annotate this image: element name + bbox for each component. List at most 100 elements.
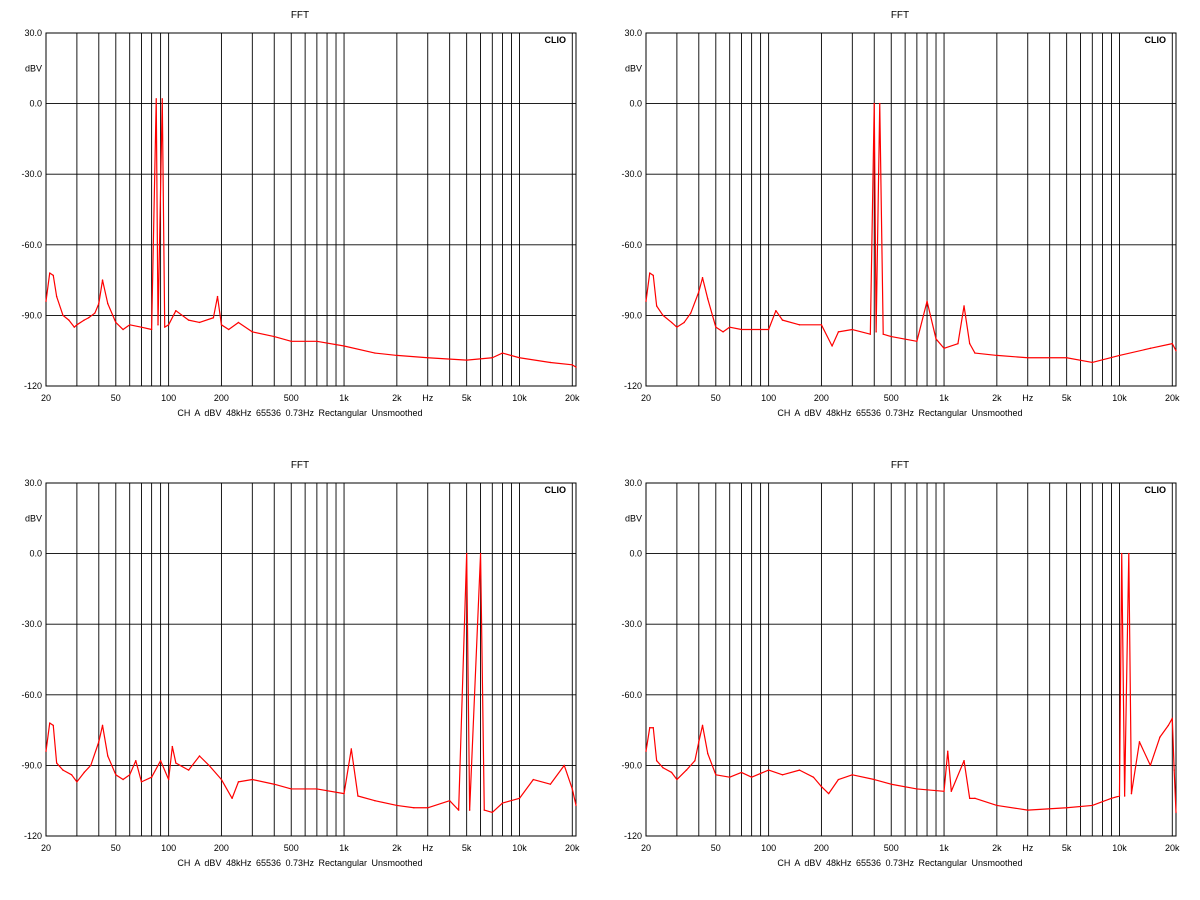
fft-data-point — [750, 328, 753, 331]
y-tick-label: -60.0 — [621, 240, 642, 250]
fft-data-point — [220, 778, 223, 781]
fft-data-point — [1027, 357, 1029, 359]
fft-data-point — [1118, 795, 1121, 797]
fft-data-point — [231, 797, 233, 800]
x-tick-label: 2k — [392, 393, 402, 403]
fft-data-point — [652, 727, 654, 729]
fft-data-point — [76, 324, 78, 326]
x-tick-label: 200 — [214, 843, 229, 853]
fft-data-point — [767, 328, 770, 331]
fft-data-point — [49, 722, 51, 724]
fft-data-point — [518, 797, 521, 800]
fft-data-point — [448, 800, 451, 802]
fft-data-point — [926, 300, 928, 302]
fft-data-point — [216, 295, 219, 298]
fft-data-point — [532, 778, 535, 781]
x-tick-label: 200 — [814, 843, 829, 853]
fft-data-point — [1121, 552, 1123, 555]
clio-brand-label: CLIO — [545, 35, 567, 45]
y-axis-label: dBV — [25, 63, 42, 73]
fft-data-point — [107, 302, 109, 305]
fft-data-point — [73, 326, 76, 328]
fft-data-point — [396, 804, 398, 807]
chart-title: FFT — [290, 460, 310, 471]
y-axis-label: dBV — [25, 513, 42, 523]
fft-data-point — [1159, 736, 1161, 738]
fft-chart-svg: 30.0 0.0 -30.0 -60.0 -90.0 -120 dBV 20 50 100 200 5… — [621, 478, 1180, 853]
fft-data-point — [1123, 795, 1126, 797]
y-tick-label: 0.0 — [29, 99, 42, 109]
x-tick-label: 1k — [939, 393, 949, 403]
fft-data-point — [1091, 804, 1093, 807]
fft-data-point — [707, 752, 709, 755]
fft-data-point — [729, 776, 731, 778]
fft-data-point — [316, 340, 318, 342]
fft-data-point — [273, 783, 275, 785]
fft-data-point — [729, 326, 731, 328]
fft-data-point — [882, 333, 884, 335]
x-tick-label: 500 — [884, 843, 899, 853]
fft-data-point — [290, 340, 292, 342]
fft-data-point — [101, 279, 104, 281]
fft-data-point — [501, 802, 504, 804]
fft-data-point — [115, 774, 117, 776]
fft-data-point — [220, 324, 223, 326]
x-tick-label: 500 — [284, 393, 299, 403]
fft-data-point — [343, 792, 345, 795]
x-axis-label: Hz — [1022, 843, 1033, 853]
fft-data-point — [94, 312, 96, 314]
x-tick-label: 5k — [1062, 393, 1072, 403]
fft-data-point — [645, 750, 647, 752]
fft-data-point — [715, 774, 717, 776]
x-tick-label: 20 — [41, 843, 51, 853]
x-tick-label: 10k — [1112, 393, 1127, 403]
fft-data-point — [457, 809, 460, 811]
fft-data-point — [740, 771, 743, 774]
fft-data-point — [781, 774, 784, 776]
fft-data-point — [837, 778, 840, 781]
y-tick-label: -120 — [624, 831, 642, 841]
x-tick-label: 2k — [392, 843, 402, 853]
fft-data-point — [167, 778, 170, 781]
y-tick-label: -30.0 — [21, 619, 42, 629]
fft-data-point — [175, 309, 177, 312]
x-tick-label: 50 — [711, 843, 721, 853]
y-tick-label: -60.0 — [621, 690, 642, 700]
y-tick-label: -120 — [624, 381, 642, 391]
fft-data-point — [167, 324, 170, 326]
fft-data-point — [49, 272, 51, 274]
y-tick-label: 30.0 — [624, 478, 642, 488]
fft-data-point — [90, 764, 92, 767]
fft-data-point — [208, 764, 210, 767]
plot-frame — [45, 32, 577, 387]
fft-data-point — [98, 741, 100, 743]
fft-data-point — [916, 788, 918, 790]
fft-data-point — [98, 302, 100, 305]
fft-data-point — [251, 331, 254, 333]
fft-data-point — [107, 755, 109, 757]
x-tick-label: 10k — [512, 843, 527, 853]
clio-brand-label: CLIO — [1145, 35, 1167, 45]
fft-data-point — [879, 102, 881, 105]
fft-data-point — [670, 771, 673, 774]
fft-data-point — [157, 324, 159, 326]
fft-data-point — [652, 274, 654, 277]
x-tick-label: 200 — [214, 393, 229, 403]
fft-data-point — [662, 314, 664, 317]
fft-data-point — [155, 98, 157, 100]
settings-footer: CH A dBV 48kHz 65536 0.73Hz Rectangular … — [177, 408, 423, 418]
fft-data-point — [767, 769, 770, 771]
fft-panel-top-left: FFT 30.0 0.0 -30.0 -60.0 -90.0 -120 dBV 20 50 100… — [0, 0, 600, 450]
fft-chart-svg: 30.0 0.0 -30.0 -60.0 -90.0 -120 dBV 20 50 100 200 5… — [21, 28, 580, 403]
fft-data-point — [1149, 764, 1152, 767]
y-tick-label: 0.0 — [29, 549, 42, 559]
fft-data-point — [357, 795, 359, 797]
x-tick-label: 50 — [111, 843, 121, 853]
fft-data-point — [1173, 769, 1175, 771]
fft-data-point — [996, 804, 998, 807]
fft-data-point — [350, 748, 353, 750]
fft-data-point — [1175, 811, 1177, 814]
fft-data-point — [1167, 724, 1170, 727]
y-tick-label: -30.0 — [21, 169, 42, 179]
fft-data-point — [549, 783, 552, 785]
